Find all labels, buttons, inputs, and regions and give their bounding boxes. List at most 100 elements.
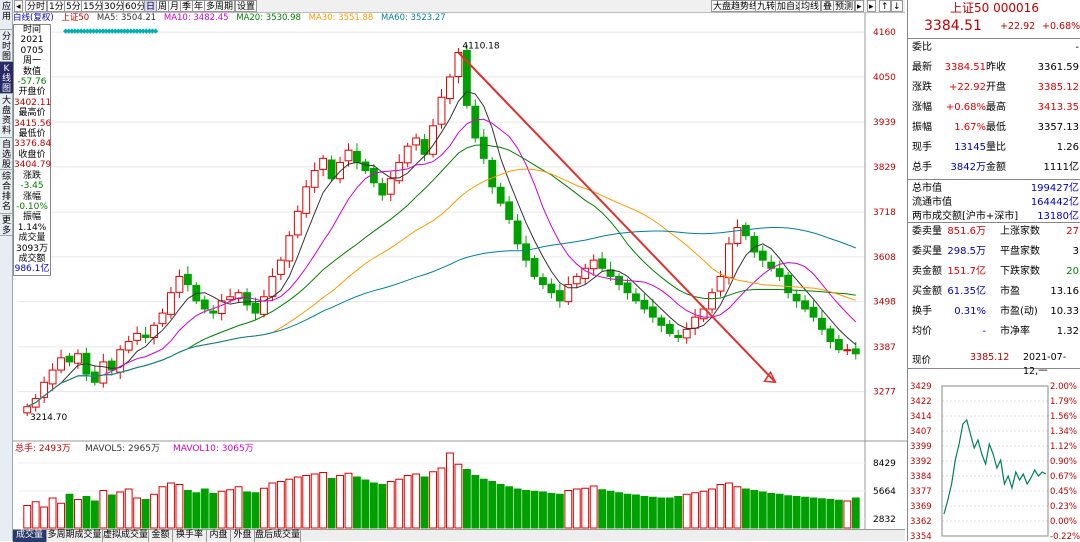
- order-label: 下跌家数: [1000, 266, 1040, 277]
- divider: [908, 222, 1080, 223]
- toolbar-zoom-in-icon[interactable]: ↑: [879, 0, 891, 12]
- candle-up: [403, 145, 412, 164]
- volume-bar: [809, 497, 818, 529]
- volume-bar: [124, 488, 133, 529]
- quote-row: 现手 13145 量比 1.26: [908, 139, 1080, 156]
- tab-volume[interactable]: 成交量: [13, 530, 47, 542]
- signal-diamond: ◆: [72, 27, 78, 35]
- mini-frame: [941, 385, 1049, 537]
- tab-amount[interactable]: 金额: [149, 530, 173, 542]
- market-label: 流通市值: [912, 197, 952, 208]
- candle-down: [826, 328, 835, 343]
- tab-virtual-volume[interactable]: 虚拟成交量: [103, 530, 149, 542]
- tab-turnover[interactable]: 换手率: [173, 530, 207, 542]
- quote-value: 1.26: [1056, 142, 1079, 153]
- candle-up: [276, 259, 285, 275]
- sidebar-tab-kline[interactable]: K线图: [0, 62, 13, 94]
- period-tab-day[interactable]: 日: [144, 0, 158, 12]
- volume-bar: [336, 475, 344, 529]
- signal-diamond: ◆: [100, 27, 106, 35]
- volume-bar: [775, 493, 784, 529]
- quote-row: 涨幅 +0.68% 最高 3413.35: [908, 99, 1080, 116]
- period-tab-5min[interactable]: 5分: [64, 0, 83, 12]
- toolbar-next-icon[interactable]: ▸: [867, 0, 876, 12]
- ma-legend: 白线(复权) 上证50 MA5: 3504.21 MA10: 3482.45 M…: [13, 13, 905, 24]
- volume-bar: [758, 491, 767, 529]
- volume-bar: [682, 493, 691, 529]
- sidebar-tab-app[interactable]: 应用: [0, 0, 13, 30]
- volume-bar: [834, 499, 843, 529]
- sidebar-tab-ranking[interactable]: 综合排名: [0, 172, 13, 214]
- candle-up: [581, 267, 590, 279]
- candle-down: [665, 323, 674, 334]
- volume-bar: [40, 506, 49, 529]
- signal-diamond: ◆: [131, 27, 137, 35]
- signal-diamond: ◆: [82, 27, 88, 35]
- trend-line-button[interactable]: 大盘趋势线: [711, 0, 761, 12]
- price-tick-label: 4160: [873, 28, 896, 38]
- nine-turn-button[interactable]: 九转: [755, 0, 778, 12]
- trend-arrow: [457, 51, 777, 384]
- forecast-button[interactable]: 预测: [833, 0, 856, 12]
- quote-panel: 上证50 000016 3384.51 +22.92 +0.68% 委比 - 最新 3…: [907, 0, 1080, 541]
- candle-down: [801, 300, 809, 310]
- intraday-mini-chart[interactable]: 3429 2.00% 3422 1.79% 3414 1.56% 3407 1.34% 3399…: [908, 380, 1080, 541]
- volume-bar: [167, 482, 175, 529]
- toolbar-prev-icon[interactable]: ▸: [855, 0, 864, 12]
- period-tab-quarter[interactable]: 季: [180, 0, 194, 12]
- quote-value: 3384.51: [944, 62, 986, 73]
- volume-bar: [99, 490, 108, 529]
- signal-diamond: ◆: [66, 27, 72, 35]
- mini-left-tick: 3429: [910, 382, 932, 392]
- signal-diamond: ◆: [91, 27, 97, 35]
- candle-down: [555, 290, 564, 302]
- period-tab-settings[interactable]: 设置: [235, 0, 258, 12]
- info-value: 3093万: [16, 243, 48, 254]
- mini-right-tick: 0.67%: [1050, 472, 1077, 482]
- volume-bar: [141, 499, 150, 529]
- tab-afterhours-volume[interactable]: 盘后成交量: [255, 530, 301, 542]
- kline-chart[interactable]: 总手: 2493万 MAVOL5: 2965万 MAVOL10: 3065万 8429…: [13, 13, 907, 529]
- mini-price: 3385.12: [970, 352, 1010, 363]
- quote-row: 委比 -: [908, 39, 1080, 56]
- volume-bar: [767, 493, 776, 529]
- mini-right-tick: 1.34%: [1050, 427, 1077, 437]
- sidebar-tab-watchlist[interactable]: 自选股: [0, 140, 13, 170]
- period-tab-timeshare[interactable]: 分时: [25, 0, 48, 12]
- toolbar-zoom-out-icon[interactable]: ↓: [891, 0, 903, 12]
- indicator-tabs: 成交量 多周期成交量 虚拟成交量 金额 换手率 内盘 外盘 盘后成交量: [13, 529, 905, 542]
- period-tab-1min[interactable]: 1分: [47, 0, 66, 12]
- candle-up: [133, 332, 142, 341]
- quote-value: 3385.12: [1037, 82, 1079, 93]
- sidebar-tab-market-info[interactable]: 大盘资料: [0, 96, 13, 138]
- volume-bar: [57, 502, 65, 529]
- info-label: 最低价: [18, 129, 46, 140]
- trend-arrow-line: [457, 51, 777, 383]
- tab-outer[interactable]: 外盘: [231, 530, 255, 542]
- sidebar-tab-more[interactable]: 更多: [0, 216, 13, 236]
- ma-button[interactable]: 均线: [799, 0, 822, 12]
- volume-bar: [175, 484, 184, 529]
- sidebar-tab-timeshare[interactable]: 分时图: [0, 32, 13, 62]
- volume-bar: [699, 490, 708, 529]
- quote-label: 最新: [912, 62, 932, 73]
- candle-up: [293, 210, 302, 236]
- ma5-value: MA5: 3504.21: [96, 13, 157, 23]
- order-row: 买金额 61.35亿 市盈 13.16: [908, 283, 1080, 300]
- order-row: 卖金额 151.7亿 下跌家数 20: [908, 263, 1080, 280]
- candle-down: [657, 317, 666, 326]
- order-value: 3: [1072, 246, 1079, 257]
- order-row: 委卖量 851.6万 上涨家数 27: [908, 223, 1080, 240]
- tab-inner[interactable]: 内盘: [207, 530, 231, 542]
- candle-down: [65, 355, 74, 363]
- info-value: -3.45: [20, 181, 44, 192]
- toolbar-left-arrow[interactable]: ◂: [14, 0, 23, 12]
- info-value: 周一: [22, 56, 41, 67]
- quote-pct: +0.68%: [1042, 21, 1080, 32]
- candle-down: [606, 269, 615, 277]
- volume-bar: [429, 471, 437, 529]
- tab-multi-volume[interactable]: 多周期成交量: [47, 530, 103, 542]
- period-tab-multi[interactable]: 多周期: [204, 0, 236, 12]
- signal-diamond: ◆: [97, 27, 103, 35]
- volume-tick-label: 8429: [873, 459, 896, 469]
